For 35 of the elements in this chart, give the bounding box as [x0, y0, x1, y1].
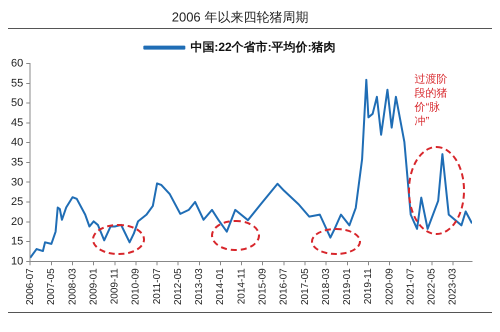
x-tick-label: 2014-11 — [236, 268, 248, 304]
y-tick-label: 10 — [10, 255, 24, 268]
x-tick-label: 2012-05 — [172, 268, 184, 306]
x-tick-label: 2011-07 — [152, 268, 163, 304]
y-tick-label: 20 — [10, 216, 24, 228]
x-tick-label: 2008-03 — [67, 268, 78, 306]
annotation: 过渡阶段的猪价“脉冲” — [414, 72, 448, 128]
x-tick-label: 2015-09 — [257, 268, 268, 306]
y-tick-label: 45 — [10, 116, 24, 129]
x-tick-label: 2010-09 — [130, 268, 142, 306]
y-tick-label: 60 — [10, 58, 24, 70]
y-tick-label: 25 — [10, 196, 24, 208]
x-tick-label: 2009-11 — [110, 268, 121, 304]
x-tick-label: 2018-03 — [320, 268, 332, 306]
x-tick-label: 2013-03 — [194, 268, 206, 306]
y-tick-label: 30 — [10, 176, 24, 188]
y-tick-label: 40 — [10, 136, 24, 149]
x-tick-label: 2019-11 — [363, 268, 374, 304]
x-tick-label: 2006-07 — [24, 268, 36, 306]
chart-title: 2006 年以来四轮猪周期 — [172, 9, 308, 24]
x-tick-label: 2019-01 — [342, 268, 354, 306]
x-tick-label: 2022-05 — [426, 268, 438, 306]
x-tick-label: 2016-07 — [278, 268, 290, 306]
x-tick-label: 2023-03 — [448, 268, 459, 306]
x-tick-label: 2014-01 — [215, 268, 226, 306]
x-tick-label: 2007-05 — [46, 268, 58, 306]
x-tick-label: 2009-01 — [88, 268, 100, 306]
y-tick-label: 55 — [10, 77, 24, 90]
x-tick-label: 2020-09 — [384, 268, 396, 306]
y-tick-label: 35 — [10, 156, 24, 168]
legend-label: 中国:22个省市:平均价:猪肉 — [190, 40, 336, 54]
x-tick-label: 2017-05 — [300, 268, 311, 306]
x-tick-label: 2021-07 — [405, 268, 416, 306]
y-tick-label: 50 — [10, 97, 24, 110]
y-tick-label: 15 — [10, 236, 24, 248]
